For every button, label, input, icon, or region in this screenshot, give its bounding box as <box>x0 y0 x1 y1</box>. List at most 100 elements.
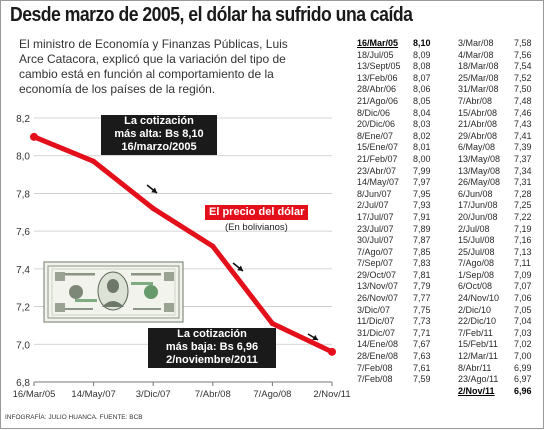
rate-date: 13/Nov/07 <box>357 281 399 292</box>
rate-value: 7,05 <box>514 304 532 315</box>
rate-date: 20/Jun/08 <box>458 211 498 222</box>
rate-table-row: 13/Sept/05 8,08 <box>357 61 447 73</box>
rate-value: 7,81 <box>413 269 431 280</box>
rate-value: 8,00 <box>413 153 431 164</box>
rate-table-row: 25/Jul/08 7,13 <box>458 247 544 259</box>
rate-table-row: 8/Jun/07 7,95 <box>357 189 447 201</box>
rate-table-row: 26/Nov/07 7,77 <box>357 293 447 305</box>
rate-date: 21/Feb/07 <box>357 153 398 164</box>
price-data-point <box>269 320 275 327</box>
rate-date: 28/Abr/06 <box>357 84 397 95</box>
highest-annotation-line3: 16/marzo/2005 <box>121 141 197 153</box>
rate-table-row: 11/Dic/07 7,73 <box>357 316 447 328</box>
rate-table-row: 18/Mar/08 7,54 <box>458 61 544 73</box>
rate-table-col2: 3/Mar/08 7,58 4/Mar/08 7,56 18/Mar/08 7,54 25/… <box>458 38 544 397</box>
y-tick-label: 8,0 <box>16 152 30 163</box>
rate-table-row: 7/Ago/08 7,11 <box>458 258 544 270</box>
y-tick-label: 6,8 <box>16 378 30 389</box>
rate-table-row: 22/Dic/10 7,04 <box>458 316 544 328</box>
rate-value: 8,06 <box>413 84 431 95</box>
rate-table-row: 23/Ago/11 6,97 <box>458 374 544 386</box>
rate-date: 2/Jul/08 <box>458 223 490 234</box>
rate-table-row: 7/Feb/11 7,03 <box>458 328 544 340</box>
rate-value: 7,16 <box>514 235 532 246</box>
rate-table-row: 1/Sep/08 7,09 <box>458 270 544 282</box>
rate-date: 7/Abr/08 <box>458 95 493 106</box>
rate-value: 7,37 <box>514 153 532 164</box>
rate-table-row: 2/Jul/08 7,19 <box>458 224 544 236</box>
rate-value: 7,02 <box>514 339 532 350</box>
rate-value: 7,97 <box>413 177 431 188</box>
rate-date: 29/Abr/08 <box>458 130 498 141</box>
rate-date: 21/Abr/08 <box>458 119 498 130</box>
rate-date: 21/Ago/06 <box>357 95 399 106</box>
rate-table-row: 15/Feb/11 7,02 <box>458 339 544 351</box>
x-tick-label: 3/Dic/07 <box>136 389 171 400</box>
highest-annotation-line2: más alta: Bs 8,10 <box>114 128 204 140</box>
highest-rate-annotation: La cotización más alta: Bs 8,10 16/marzo… <box>101 115 217 155</box>
rate-value: 7,07 <box>514 281 532 292</box>
rate-table-row: 13/May/08 7,37 <box>458 154 544 166</box>
price-series-line <box>31 134 335 355</box>
rate-date: 3/Dic/07 <box>357 304 391 315</box>
rate-date: 31/Mar/08 <box>458 84 499 95</box>
rate-value: 7,31 <box>514 177 532 188</box>
lowest-rate-annotation: La cotización más baja: Bs 6,96 2/noviem… <box>148 328 276 368</box>
rate-date: 23/Ago/11 <box>458 374 499 385</box>
rate-date: 17/Jun/08 <box>458 200 498 211</box>
rate-value: 7,50 <box>514 84 532 95</box>
lowest-annotation-line1: La cotización <box>177 328 247 340</box>
rate-table-row: 7/Sep/07 7,83 <box>357 258 447 270</box>
rate-value: 8,10 <box>413 38 431 48</box>
rate-value: 7,67 <box>413 339 431 350</box>
rate-table-row: 6/Jun/08 7,28 <box>458 189 544 201</box>
x-tick-label: 14/May/07 <box>71 389 115 400</box>
rate-date: 7/Ago/08 <box>458 258 495 269</box>
rate-value: 7,19 <box>514 223 532 234</box>
rate-date: 8/Ene/07 <box>357 130 394 141</box>
series-sublabel: (En bolivianos) <box>225 222 288 233</box>
rate-table-row: 23/Jul/07 7,89 <box>357 224 447 236</box>
rate-value: 8,01 <box>413 142 431 153</box>
rate-table-row: 28/Abr/06 8,06 <box>357 84 447 96</box>
rate-value: 7,39 <box>514 142 532 153</box>
rate-date: 23/Jul/07 <box>357 223 394 234</box>
rate-table-row: 13/Nov/07 7,79 <box>357 281 447 293</box>
rate-table-row: 13/Feb/06 8,07 <box>357 73 447 85</box>
rate-date: 4/Mar/08 <box>458 49 494 60</box>
rate-value: 7,54 <box>514 61 532 72</box>
rate-date: 7/Feb/11 <box>458 327 493 338</box>
rate-date: 14/Ene/08 <box>357 339 399 350</box>
rate-table-row: 8/Ene/07 8,02 <box>357 131 447 143</box>
rate-value: 7,22 <box>514 211 532 222</box>
rate-table-row: 17/Jul/07 7,91 <box>357 212 447 224</box>
rate-value: 7,11 <box>514 258 531 269</box>
rate-date: 6/Jun/08 <box>458 188 493 199</box>
rate-value: 8,04 <box>413 107 431 118</box>
rate-value: 7,71 <box>413 327 431 338</box>
rate-table-row: 18/Jul/05 8,09 <box>357 50 447 62</box>
rate-date: 16/Mar/05 <box>357 38 399 48</box>
rate-date: 22/Dic/10 <box>458 316 497 327</box>
rate-value: 7,59 <box>413 374 431 385</box>
rate-date: 13/May/08 <box>458 153 501 164</box>
price-data-point <box>210 243 216 249</box>
rate-table-row: 21/Feb/07 8,00 <box>357 154 447 166</box>
rate-date: 8/Jun/07 <box>357 188 392 199</box>
rate-date: 2/Dic/10 <box>458 304 492 315</box>
rate-table-row: 3/Mar/08 7,58 <box>458 38 544 50</box>
rate-table-row: 31/Dic/07 7,71 <box>357 328 447 340</box>
rate-date: 2/Jul/07 <box>357 200 389 211</box>
rate-value: 6,97 <box>514 374 532 385</box>
rate-table-col1: 16/Mar/05 8,10 18/Jul/05 8,09 13/Sept/05 8,08… <box>357 38 447 386</box>
rate-table-row: 24/Nov/10 7,06 <box>458 293 544 305</box>
rate-table-row: 7/Feb/08 7,59 <box>357 374 447 386</box>
series-label: El precio del dólar <box>205 205 309 220</box>
rate-table-row: 30/Jul/07 7,87 <box>357 235 447 247</box>
rate-table-row: 20/Dic/06 8,03 <box>357 119 447 131</box>
rate-value: 7,06 <box>514 293 532 304</box>
rate-date: 15/Ene/07 <box>357 142 399 153</box>
rate-table-row: 8/Dic/06 8,04 <box>357 108 447 120</box>
rate-date: 15/Feb/11 <box>458 339 498 350</box>
rate-value: 7,48 <box>514 95 532 106</box>
